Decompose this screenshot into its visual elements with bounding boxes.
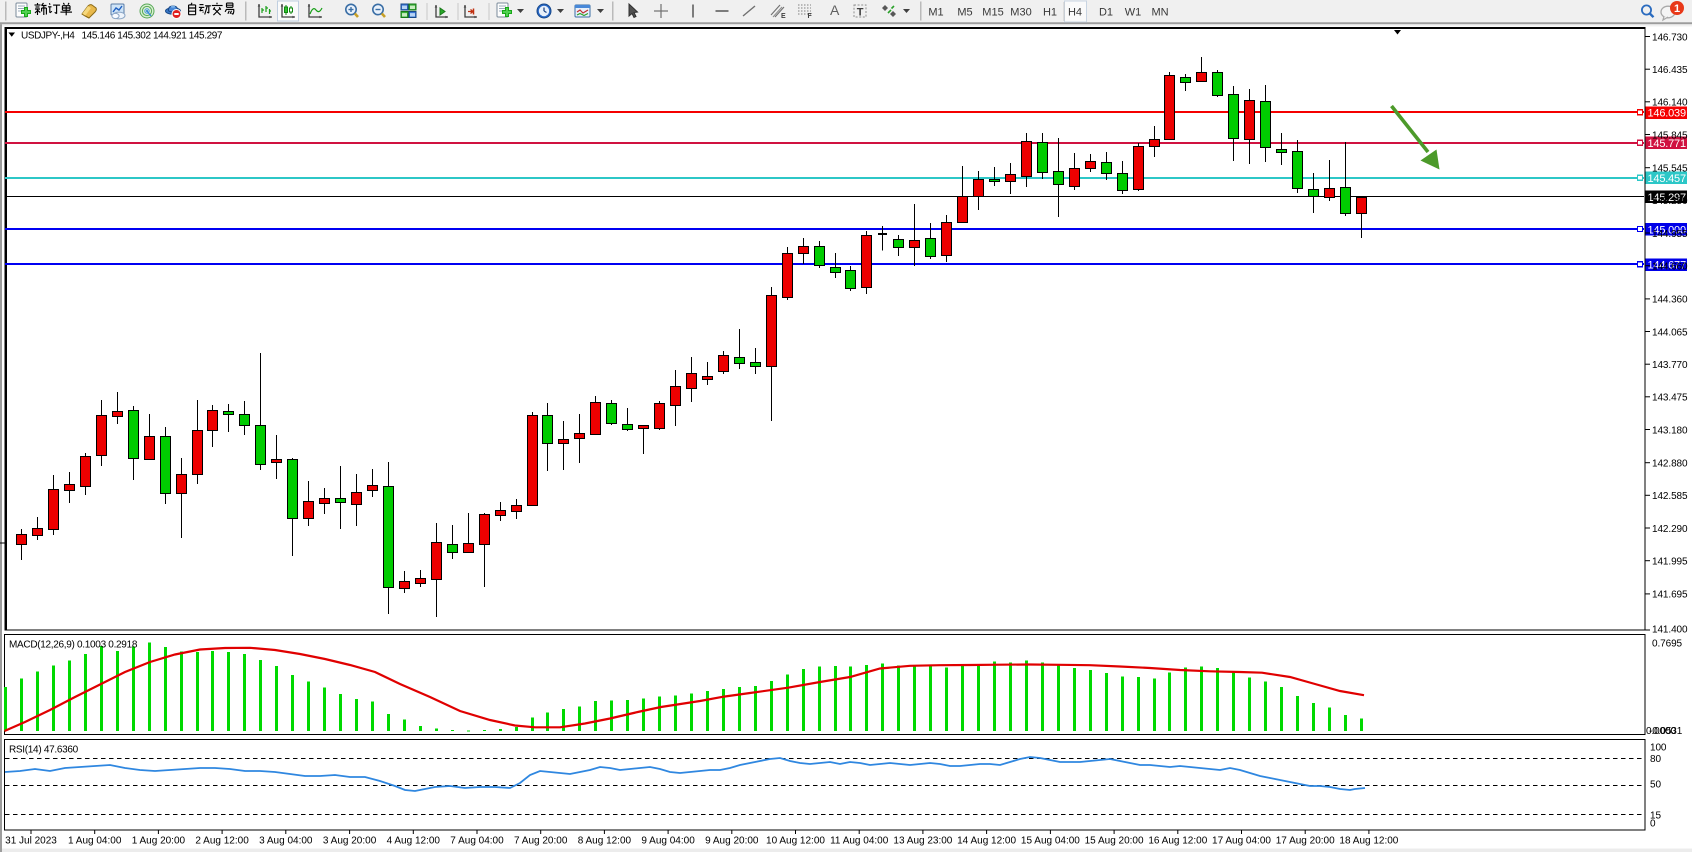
svg-text:M15: M15 xyxy=(982,7,1003,19)
svg-text:F: F xyxy=(808,13,813,20)
svg-text:T: T xyxy=(857,7,864,19)
svg-text:MN: MN xyxy=(1151,7,1168,19)
svg-text:142.880: 142.880 xyxy=(1652,459,1688,470)
svg-text:18 Aug 12:00: 18 Aug 12:00 xyxy=(1339,836,1398,847)
svg-text:M5: M5 xyxy=(957,7,972,19)
svg-text:142.290: 142.290 xyxy=(1652,524,1688,535)
svg-text:11 Aug 04:00: 11 Aug 04:00 xyxy=(830,836,889,847)
svg-text:4 Aug 12:00: 4 Aug 12:00 xyxy=(387,836,441,847)
svg-text:17 Aug 20:00: 17 Aug 20:00 xyxy=(1276,836,1335,847)
svg-text:M30: M30 xyxy=(1010,7,1031,19)
svg-text:RSI(14) 47.6360: RSI(14) 47.6360 xyxy=(9,745,79,756)
svg-text:H1: H1 xyxy=(1043,7,1057,19)
svg-text:0.0000: 0.0000 xyxy=(1646,726,1677,737)
svg-text:17 Aug 04:00: 17 Aug 04:00 xyxy=(1212,836,1271,847)
svg-text:7 Aug 20:00: 7 Aug 20:00 xyxy=(514,836,568,847)
svg-text:15: 15 xyxy=(1650,811,1661,822)
svg-text:144.660: 144.660 xyxy=(1652,262,1688,273)
svg-text:143.180: 143.180 xyxy=(1652,425,1688,436)
svg-text:144.360: 144.360 xyxy=(1652,295,1688,306)
svg-text:A: A xyxy=(830,2,840,18)
svg-text:1 Aug 04:00: 1 Aug 04:00 xyxy=(68,836,122,847)
svg-text:D1: D1 xyxy=(1099,7,1113,19)
svg-text:31 Jul 2023: 31 Jul 2023 xyxy=(5,836,57,847)
svg-text:7 Aug 04:00: 7 Aug 04:00 xyxy=(450,836,504,847)
svg-text:10 Aug 12:00: 10 Aug 12:00 xyxy=(766,836,825,847)
svg-text:142.585: 142.585 xyxy=(1652,491,1688,502)
svg-text:145.000: 145.000 xyxy=(1648,224,1686,236)
svg-text:141.400: 141.400 xyxy=(1652,625,1688,636)
svg-text:145.297: 145.297 xyxy=(1648,192,1686,204)
svg-text:1: 1 xyxy=(1674,3,1680,15)
svg-text:14 Aug 12:00: 14 Aug 12:00 xyxy=(957,836,1016,847)
svg-text:1 Aug 20:00: 1 Aug 20:00 xyxy=(132,836,186,847)
svg-text:9 Aug 04:00: 9 Aug 04:00 xyxy=(641,836,695,847)
svg-text:15 Aug 20:00: 15 Aug 20:00 xyxy=(1085,836,1144,847)
svg-text:3 Aug 04:00: 3 Aug 04:00 xyxy=(259,836,313,847)
svg-text:143.770: 143.770 xyxy=(1652,360,1688,371)
svg-text:144.065: 144.065 xyxy=(1652,327,1688,338)
svg-text:145.250: 145.250 xyxy=(1652,196,1688,207)
svg-text:145.545: 145.545 xyxy=(1652,164,1688,175)
svg-text:H4: H4 xyxy=(1068,7,1082,19)
svg-text:100: 100 xyxy=(1650,743,1667,754)
svg-text:146.730: 146.730 xyxy=(1652,32,1688,43)
svg-text:M1: M1 xyxy=(928,7,943,19)
svg-text:146.039: 146.039 xyxy=(1648,108,1686,120)
svg-text:145.771: 145.771 xyxy=(1648,138,1686,150)
svg-text:W1: W1 xyxy=(1125,7,1142,19)
svg-text:15 Aug 04:00: 15 Aug 04:00 xyxy=(1021,836,1080,847)
svg-text:141.995: 141.995 xyxy=(1652,557,1688,568)
svg-text:144.955: 144.955 xyxy=(1652,229,1688,240)
svg-text:146.140: 146.140 xyxy=(1652,98,1688,109)
svg-text:8 Aug 12:00: 8 Aug 12:00 xyxy=(578,836,632,847)
svg-text:145.457: 145.457 xyxy=(1648,173,1686,185)
svg-text:-0.0531: -0.0531 xyxy=(1649,726,1683,737)
svg-text:MACD(12,26,9) 0.1003 0.2918: MACD(12,26,9) 0.1003 0.2918 xyxy=(9,640,138,651)
svg-text:USDJPY-,H4 145.146 145.302 1: USDJPY-,H4 145.146 145.302 144.921 145.2… xyxy=(21,31,223,42)
svg-text:143.475: 143.475 xyxy=(1652,393,1688,404)
svg-text:141.695: 141.695 xyxy=(1652,590,1688,601)
svg-text:16 Aug 12:00: 16 Aug 12:00 xyxy=(1148,836,1207,847)
svg-text:0: 0 xyxy=(1650,819,1656,830)
svg-text:13 Aug 23:00: 13 Aug 23:00 xyxy=(893,836,952,847)
svg-text:146.435: 146.435 xyxy=(1652,65,1688,76)
svg-text:9 Aug 20:00: 9 Aug 20:00 xyxy=(705,836,759,847)
svg-text:2 Aug 12:00: 2 Aug 12:00 xyxy=(195,836,249,847)
svg-text:144.677: 144.677 xyxy=(1648,260,1686,272)
svg-text:0.7695: 0.7695 xyxy=(1652,639,1683,650)
svg-text:50: 50 xyxy=(1650,780,1661,791)
svg-text:E: E xyxy=(781,13,786,20)
svg-text:80: 80 xyxy=(1650,754,1661,765)
svg-text:3 Aug 20:00: 3 Aug 20:00 xyxy=(323,836,377,847)
svg-text:145.845: 145.845 xyxy=(1652,130,1688,141)
